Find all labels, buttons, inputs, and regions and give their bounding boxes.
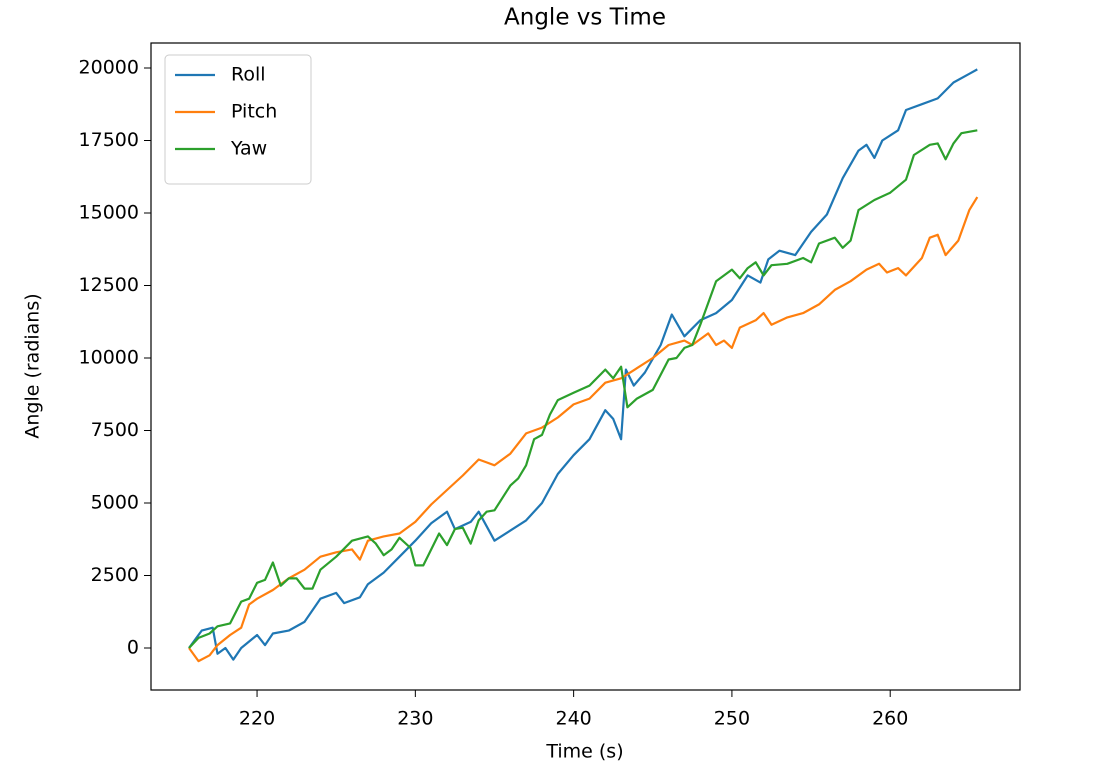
x-tick-label: 260 [872, 708, 908, 730]
legend: Roll Pitch Yaw [164, 54, 312, 185]
y-tick-label: 20000 [79, 56, 139, 78]
y-tick-label: 10000 [79, 347, 139, 369]
legend-label: Pitch [231, 101, 277, 123]
y-axis-label: Angle (radians) [22, 293, 44, 438]
chart-title: Angle vs Time [504, 5, 666, 31]
x-tick-label: 240 [555, 708, 591, 730]
y-tick-label: 2500 [91, 564, 139, 586]
y-tick-label: 5000 [91, 492, 139, 514]
x-tick-label: 250 [714, 708, 750, 730]
x-axis-label: Time (s) [545, 741, 623, 763]
legend-box [164, 54, 312, 185]
legend-label: Roll [231, 64, 266, 86]
x-tick-label: 220 [239, 708, 275, 730]
line-series [188, 196, 979, 663]
y-tick-label: 17500 [79, 129, 139, 151]
y-tick-label: 15000 [79, 202, 139, 224]
axes-frame [150, 42, 1021, 691]
y-tick-label: 0 [127, 637, 139, 659]
y-tick-label: 7500 [91, 419, 139, 441]
x-tick-label: 230 [397, 708, 433, 730]
y-tick-label: 12500 [79, 274, 139, 296]
line-series [188, 129, 978, 649]
legend-label: Yaw [230, 138, 267, 160]
line-series [188, 68, 978, 661]
